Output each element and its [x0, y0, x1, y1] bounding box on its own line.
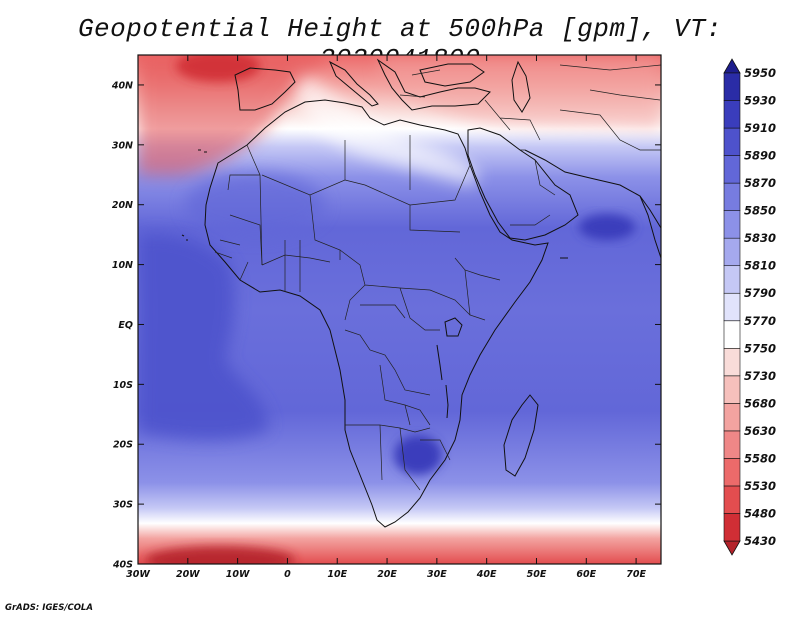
- x-tick-label: 30E: [427, 569, 447, 580]
- colorbar-label: 5580: [744, 451, 776, 465]
- colorbar-bottom-arrow: [723, 540, 741, 556]
- y-tick-label: 20S: [113, 440, 133, 451]
- colorbar-swatch: [723, 485, 741, 514]
- italy-coastline: [328, 60, 379, 107]
- lake-victoria: [444, 317, 463, 337]
- colorbar-label: 5680: [744, 396, 776, 410]
- grads-credit: GrADS: IGES/COLA: [5, 603, 93, 613]
- x-tick-label: 20W: [176, 569, 200, 580]
- colorbar-label: 5630: [744, 424, 776, 438]
- colorbar-label: 5430: [744, 534, 776, 548]
- colorbar-label: 5950: [744, 66, 776, 80]
- colorbar-label: 5810: [744, 259, 776, 273]
- colorbar-swatch: [723, 347, 741, 377]
- iran-coastline: [524, 149, 661, 229]
- colorbar-label: 5910: [744, 121, 776, 135]
- iberia-coastline: [234, 67, 296, 111]
- colorbar-swatch: [723, 265, 741, 294]
- colorbar-label: 5480: [744, 506, 776, 520]
- x-tick-label: 0: [284, 569, 291, 580]
- colorbar-swatch: [723, 237, 741, 267]
- atlantic-islands: [181, 149, 207, 241]
- colorbar-swatch: [723, 292, 741, 322]
- y-tick-label: 20N: [112, 200, 133, 211]
- colorbar-label: 5750: [744, 341, 776, 355]
- y-tick-label: 40S: [112, 560, 133, 571]
- geopotential-field: [138, 55, 661, 564]
- colorbar-label: 5790: [744, 286, 776, 300]
- colorbar-label: 5530: [744, 479, 776, 493]
- axis-labels: 30W 20W 10W 0 10E 20E 30E 40E 50E 60E 70E 40S 30S 20S…: [111, 80, 647, 580]
- x-tick-label: 30W: [126, 569, 150, 580]
- x-tick-label: 40E: [476, 569, 497, 580]
- colorbar-swatch: [723, 210, 741, 239]
- country-borders: [214, 64, 661, 491]
- colorbar-swatch: [723, 430, 741, 459]
- balkans-coastline: [376, 58, 491, 111]
- y-tick-label: EQ: [118, 320, 133, 331]
- rift-lakes: [436, 344, 449, 419]
- x-tick-label: 70E: [626, 569, 646, 580]
- x-tick-label: 60E: [576, 569, 596, 580]
- coastlines: [181, 58, 661, 528]
- colorbar-swatch: [723, 182, 741, 211]
- africa-coastline: [204, 99, 549, 528]
- colorbar-swatch: [723, 72, 741, 101]
- x-tick-label: 10W: [226, 569, 250, 580]
- colorbar-label: 5930: [744, 94, 776, 108]
- plot-frame: [137, 54, 662, 565]
- india-coastline: [639, 195, 661, 259]
- colorbar-swatch: [723, 458, 741, 487]
- colorbar-label: 5830: [744, 231, 776, 245]
- y-tick-label: 40N: [111, 80, 133, 91]
- colorbar-label: 5890: [744, 149, 776, 163]
- x-tick-label: 20E: [377, 569, 397, 580]
- colorbar-swatch: [723, 375, 741, 404]
- madagascar-coastline: [503, 394, 539, 477]
- colorbar-swatch: [723, 127, 741, 156]
- axis-ticks: [137, 55, 661, 565]
- x-tick-label: 10E: [327, 569, 347, 580]
- colorbar-swatch: [723, 403, 741, 432]
- colorbar-swatch: [723, 513, 741, 542]
- black-sea-coastline: [419, 63, 485, 87]
- colorbar-label: 5770: [744, 314, 776, 328]
- arabia-coastline: [467, 127, 579, 241]
- colorbar-label: 5870: [744, 176, 776, 190]
- colorbar-swatch: [723, 155, 741, 184]
- colorbar-swatch: [723, 100, 741, 129]
- colorbar-top-arrow: [723, 58, 741, 74]
- colorbar-label: 5730: [744, 369, 776, 383]
- y-tick-label: 10N: [112, 260, 133, 271]
- y-tick-label: 10S: [113, 380, 133, 391]
- colorbar-swatch: [723, 320, 741, 349]
- caspian-coastline: [511, 60, 531, 113]
- y-tick-label: 30N: [112, 140, 133, 151]
- colorbar-label: 5850: [744, 204, 776, 218]
- colorbar: 5430 5480 5530 5580 5630 5680 5730 5750 5770 5790…: [723, 58, 776, 556]
- y-tick-label: 30S: [113, 500, 133, 511]
- x-tick-label: 50E: [527, 569, 547, 580]
